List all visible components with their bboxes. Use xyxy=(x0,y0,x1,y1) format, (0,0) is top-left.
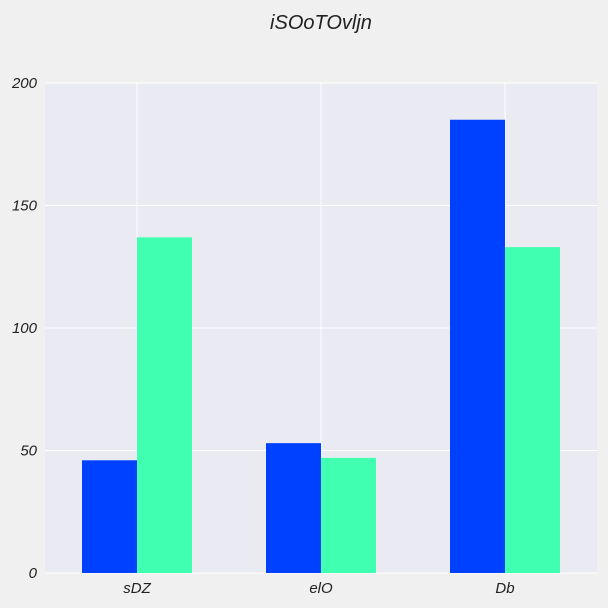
x-tick-label: Db xyxy=(495,580,514,597)
bar-Db-series-1 xyxy=(450,119,505,573)
x-tick-labels: sDZ elO Db xyxy=(123,580,514,597)
y-tick-label: 150 xyxy=(12,198,38,215)
y-tick-label: 200 xyxy=(11,75,38,92)
y-tick-labels: 0 50 100 150 200 xyxy=(11,75,38,582)
x-tick-label: elO xyxy=(309,580,333,597)
bar-elO-series-1 xyxy=(266,443,321,573)
y-tick-label: 100 xyxy=(12,320,38,337)
bar-Db-series-2 xyxy=(505,247,560,573)
y-tick-label: 0 xyxy=(29,565,38,582)
bar-elO-series-2 xyxy=(321,457,376,573)
bars xyxy=(82,119,560,573)
bar-sDZ-series-2 xyxy=(137,237,192,573)
bar-sDZ-series-1 xyxy=(82,460,137,573)
x-tick-label: sDZ xyxy=(123,580,151,597)
chart-title: iSOoTOvljn xyxy=(270,12,372,34)
y-tick-label: 50 xyxy=(20,443,37,460)
